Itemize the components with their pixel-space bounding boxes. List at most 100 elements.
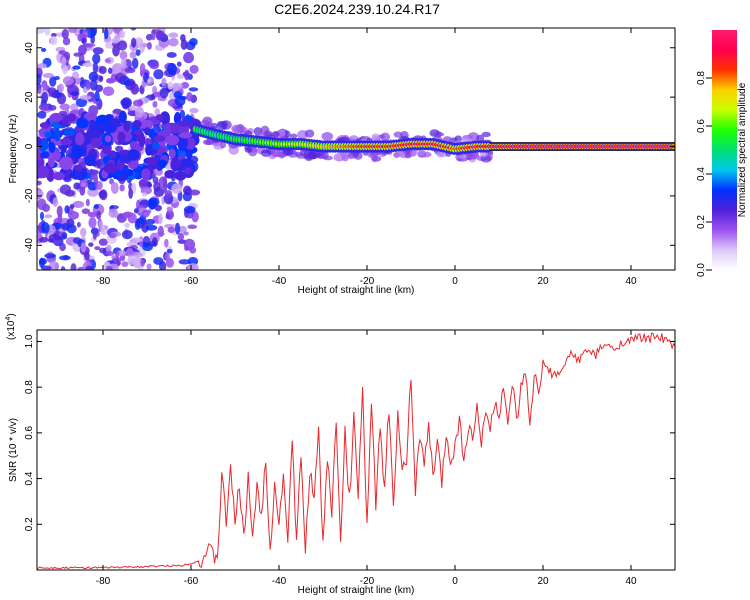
heat-cell (130, 83, 139, 95)
heat-cell (71, 145, 84, 159)
y-tick-label: 20 (24, 91, 35, 103)
heat-cell (104, 135, 112, 143)
spectrogram-y-ticks: -40 -20 0 20 40 (24, 42, 675, 253)
heat-cell (124, 67, 136, 74)
heat-cell (97, 120, 106, 135)
heat-cell (90, 137, 102, 148)
heat-cell (115, 251, 120, 259)
heat-cell (38, 257, 48, 265)
heat-cell (77, 33, 87, 39)
heat-cell (139, 62, 146, 75)
heat-cell (140, 119, 153, 130)
heat-cell (131, 57, 139, 69)
heat-cell (138, 179, 150, 187)
heat-cell (75, 97, 88, 108)
heat-cell (98, 66, 107, 75)
heat-cell (96, 210, 102, 220)
heat-cell (187, 224, 198, 230)
heat-cell (148, 197, 160, 207)
heat-cell (163, 193, 174, 205)
snr-y-multiplier-base: (x10 (6, 320, 17, 340)
heat-cell (289, 133, 298, 139)
heat-cell (66, 113, 77, 122)
heat-cell (84, 154, 96, 167)
heat-cell (56, 205, 63, 217)
heat-cell (166, 248, 173, 254)
heat-cell (125, 247, 134, 258)
heat-cell (158, 159, 167, 168)
heat-cell (40, 47, 47, 53)
heat-cell (189, 138, 196, 148)
x-tick-label: -40 (272, 276, 287, 287)
heat-cell (122, 211, 132, 219)
heat-cell (145, 157, 159, 166)
heat-cell (37, 84, 42, 95)
heat-cell (216, 120, 227, 131)
heat-cell (126, 169, 134, 177)
heat-cell (109, 232, 117, 239)
heat-cell (37, 110, 47, 119)
heat-cell (187, 263, 199, 270)
heat-cell (98, 220, 103, 229)
heat-cell (149, 60, 159, 70)
x-tick-label: 40 (625, 576, 637, 587)
heat-cell (151, 237, 158, 247)
heat-cell (42, 73, 54, 78)
heat-cell (176, 61, 182, 67)
heat-cell (46, 87, 58, 97)
heat-cell (132, 99, 144, 107)
heat-cell (347, 153, 354, 160)
heat-cell (59, 184, 72, 195)
heat-cell (37, 165, 50, 179)
heat-cell (40, 265, 52, 270)
heat-cell (111, 118, 121, 128)
heat-cell (163, 181, 168, 194)
heat-cell (323, 155, 333, 161)
heat-cell (158, 213, 163, 225)
heat-cell (102, 86, 115, 97)
heat-cell (86, 79, 91, 91)
heat-cell (119, 50, 128, 60)
heat-cell (93, 173, 99, 185)
heat-cell (57, 83, 63, 93)
heat-cell (63, 254, 69, 260)
heat-cell (99, 247, 106, 254)
heat-cell (119, 184, 125, 192)
snr-series-line (37, 332, 675, 570)
heat-cell (152, 100, 158, 108)
heat-cell (271, 130, 280, 138)
heat-cell (165, 123, 172, 136)
heat-cell (177, 137, 187, 152)
heat-cell (104, 225, 109, 230)
heat-cell (70, 263, 77, 270)
heat-cell (119, 154, 132, 164)
heat-cell (154, 204, 162, 212)
heat-cell (38, 103, 51, 111)
heat-cell (159, 111, 170, 125)
colorbar-ticks: 0.0 0.2 0.4 0.6 0.8 (696, 71, 712, 277)
x-tick-label: 0 (452, 576, 458, 587)
x-tick-label: 40 (625, 276, 637, 287)
heat-cell (52, 197, 59, 207)
heat-cell (165, 134, 180, 146)
heat-cell (353, 151, 363, 160)
heat-cell (134, 106, 144, 118)
heat-cell (89, 79, 98, 91)
heat-cell (270, 148, 281, 158)
y-tick-label: 0.2 (24, 517, 35, 531)
heat-cell (59, 156, 74, 170)
heat-cell (166, 51, 177, 58)
heat-cell (98, 238, 108, 246)
heat-cell (168, 32, 179, 38)
heat-cell (44, 131, 52, 139)
heat-cell (432, 132, 445, 137)
heat-cell (88, 216, 97, 229)
heat-cell (152, 176, 159, 184)
heat-cell (153, 186, 165, 197)
heat-cell (60, 266, 66, 270)
heat-cell (105, 244, 112, 253)
heat-cell (189, 189, 201, 196)
heat-cell (106, 77, 117, 84)
heat-cell (127, 255, 135, 266)
heat-cell (44, 253, 57, 259)
